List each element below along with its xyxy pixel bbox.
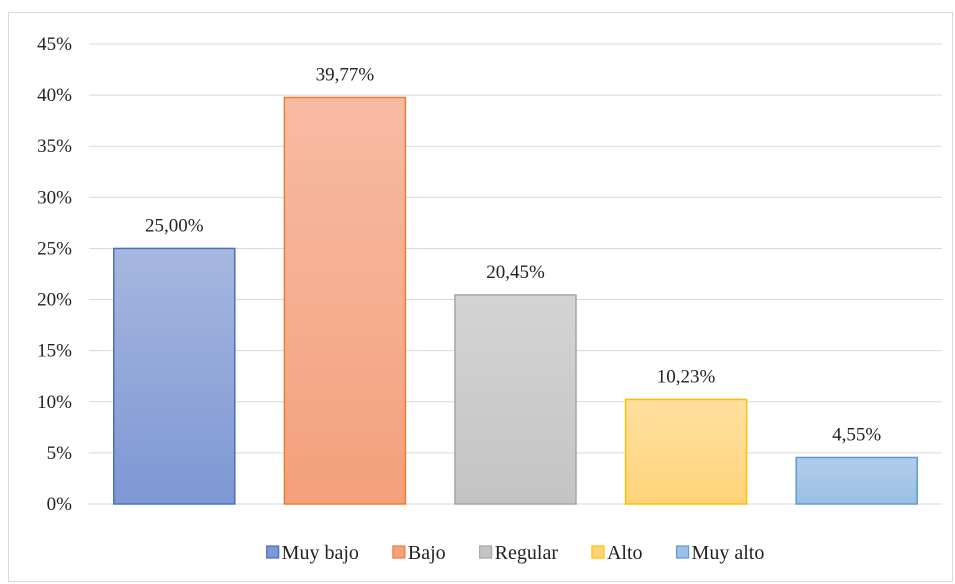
legend-swatch	[675, 545, 690, 559]
bar-regular	[454, 294, 577, 505]
legend-swatch	[479, 545, 493, 559]
legend-label: Bajo	[408, 542, 446, 564]
legend-swatch	[266, 545, 280, 559]
legend-label: Regular	[495, 542, 559, 564]
legend-swatch	[591, 545, 605, 559]
y-tick-label: 30%	[37, 187, 72, 208]
y-tick-label: 10%	[37, 392, 72, 413]
legend-item-alto: Alto	[591, 542, 643, 564]
y-tick-label: 20%	[37, 290, 72, 311]
y-tick-label: 5%	[47, 443, 73, 464]
y-axis-ticks: 0% 5% 10% 15% 20% 25% 30% 35% 40% 45%	[37, 34, 72, 515]
bar-alto	[624, 398, 748, 505]
chart-frame: 0% 5% 10% 15% 20% 25% 30% 35% 40% 45% 25,00% 39,77…	[8, 12, 953, 582]
data-label-bajo: 39,77%	[316, 64, 375, 85]
data-label-regular: 20,45%	[486, 262, 545, 283]
y-tick-label: 0%	[47, 494, 73, 515]
legend: Muy bajo Bajo Regular Alto Muy alto	[266, 542, 765, 564]
y-tick-label: 45%	[37, 34, 72, 55]
bar-muy-alto	[795, 456, 918, 505]
y-tick-label: 40%	[37, 85, 72, 106]
bar-muy-bajo	[113, 247, 236, 505]
y-tick-label: 25%	[37, 238, 72, 259]
legend-item-bajo: Bajo	[392, 542, 446, 564]
legend-label: Muy alto	[692, 542, 765, 564]
bars	[113, 96, 918, 505]
bar-chart: 0% 5% 10% 15% 20% 25% 30% 35% 40% 45% 25,00% 39,77…	[37, 34, 942, 564]
legend-item-muy-bajo: Muy bajo	[266, 542, 359, 564]
data-label-alto: 10,23%	[657, 366, 716, 387]
legend-label: Muy bajo	[282, 542, 359, 564]
legend-label: Alto	[607, 542, 643, 564]
legend-item-regular: Regular	[479, 542, 559, 564]
data-label-muy-alto: 4,55%	[832, 424, 881, 445]
y-tick-label: 35%	[37, 136, 72, 157]
data-labels: 25,00% 39,77% 20,45% 10,23% 4,55%	[145, 64, 881, 445]
y-tick-label: 15%	[37, 341, 72, 362]
legend-swatch	[392, 545, 406, 559]
legend-item-muy-alto: Muy alto	[675, 542, 765, 564]
data-label-muy-bajo: 25,00%	[145, 215, 204, 236]
bar-bajo	[283, 96, 407, 505]
